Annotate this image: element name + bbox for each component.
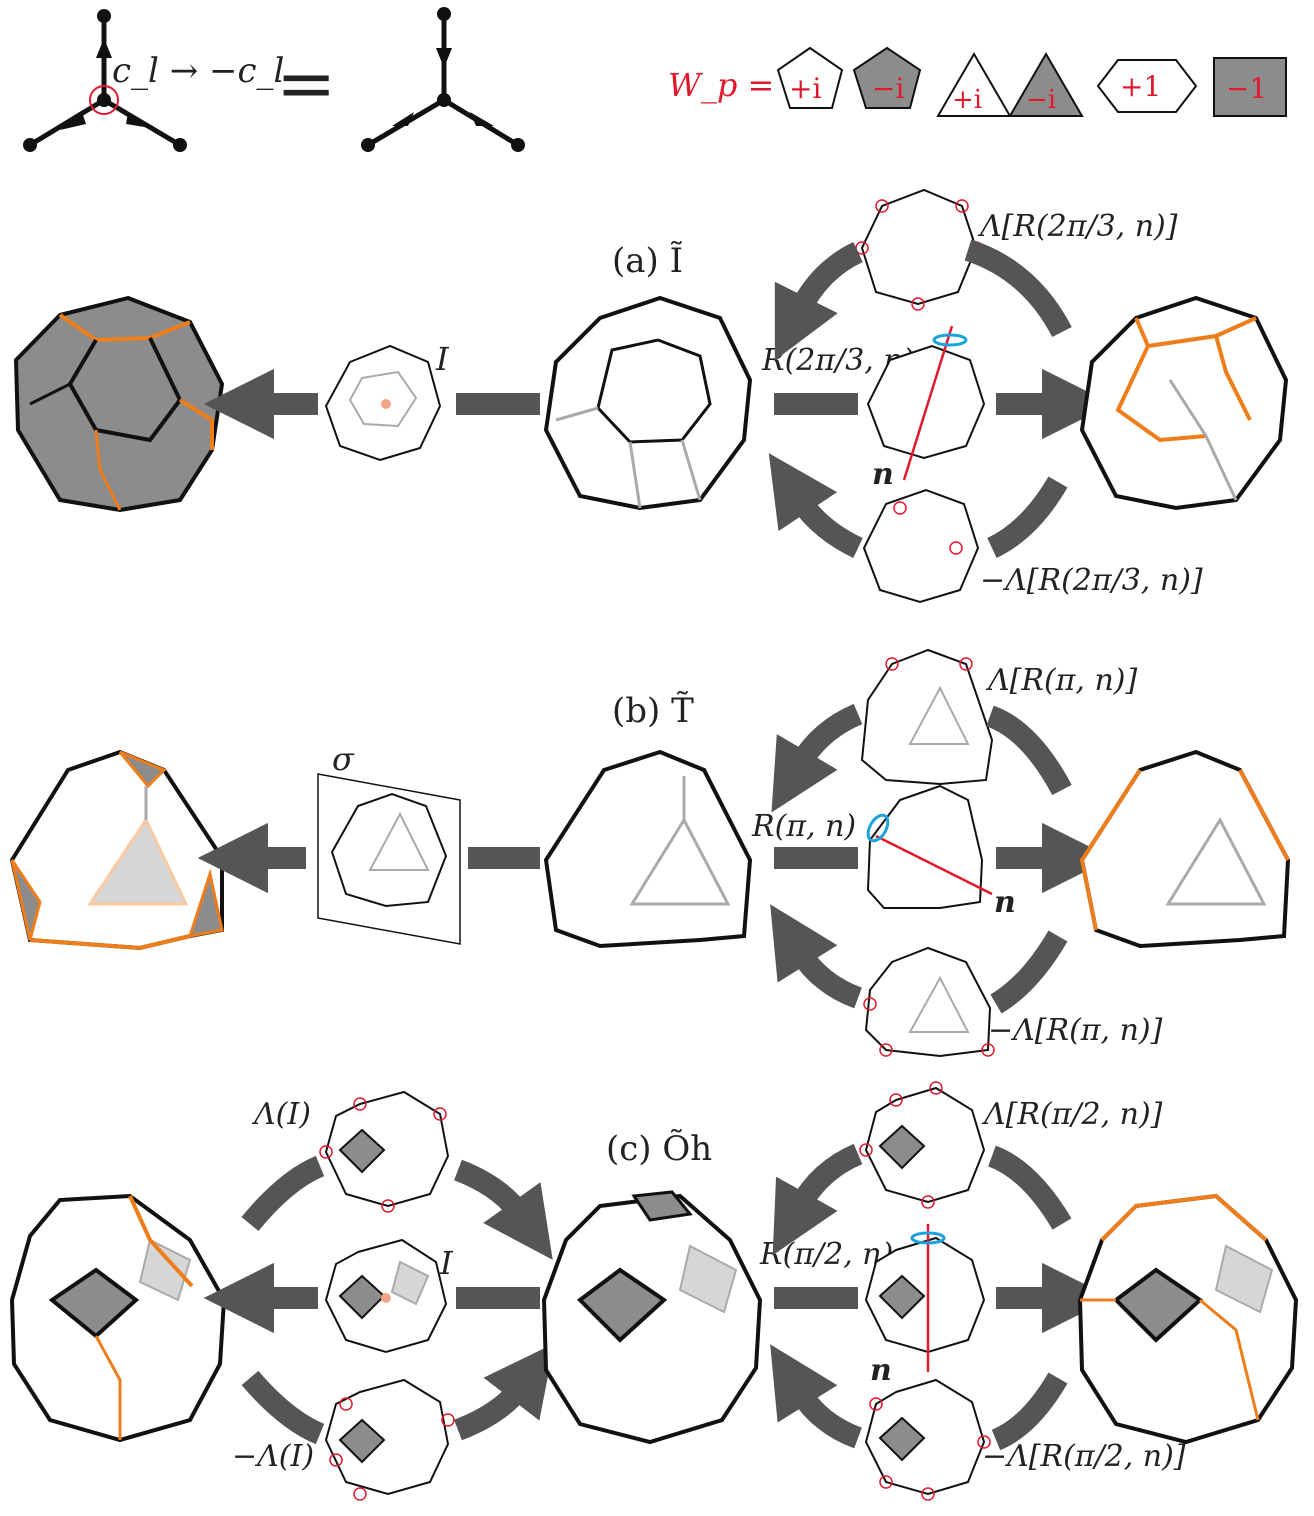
arc-b-top-left <box>771 703 863 813</box>
triangle-minus-i <box>1008 52 1084 117</box>
panel-b-center-tetrahedron <box>543 749 753 949</box>
arc-c-bottom-left <box>770 1344 863 1449</box>
panel-c-left-op: I <box>439 1244 454 1282</box>
arc-c-bottom-right <box>991 1372 1068 1451</box>
arc-c-left-top-in <box>241 1155 325 1232</box>
panel-c-bottom-right-octahedron <box>864 1378 991 1501</box>
panel-c-rotation-octahedron <box>864 1224 986 1372</box>
pentagon-minus-i-label: −i <box>872 72 904 105</box>
panel-b: (b) T̃ σ R(π, n) <box>9 648 1291 1058</box>
panel-a-top-op: Λ[R(2π/3, n)] <box>977 209 1178 244</box>
arc-b-bottom-left <box>770 904 863 1009</box>
panel-c-title: (c) Õh <box>606 1128 712 1169</box>
arc-b-top-right <box>985 705 1072 796</box>
panel-a-axis-label: n <box>872 457 894 492</box>
arc-c-top-left <box>772 1143 863 1256</box>
arc-c-top-right <box>987 1145 1072 1230</box>
triangle-plus-i-label: +i <box>952 85 982 115</box>
panel-b-top-op: Λ[R(π, n)] <box>985 663 1137 698</box>
arc-c-left-bottom-out <box>453 1343 555 1441</box>
panel-b-mirror-plane <box>317 773 461 945</box>
panel-c: (c) Õh I Λ(I) <box>9 1081 1299 1501</box>
arc-a-top-right <box>964 239 1072 338</box>
panel-b-title: (b) T̃ <box>612 691 694 731</box>
panel-b-rotation-tetrahedron <box>866 784 993 909</box>
equals-sign: = <box>276 41 336 125</box>
panel-c-result-right <box>1077 1193 1299 1445</box>
panel-c-top-op: Λ[R(π/2, n)] <box>981 1097 1163 1132</box>
panel-c-top-right-octahedron <box>859 1081 986 1209</box>
square-minus-1-label: −1 <box>1226 72 1267 105</box>
vertex-flip-label: c_l → −c_l <box>112 51 284 91</box>
panel-a-center-dodecahedron <box>543 295 753 511</box>
wp-label: W_p = <box>668 66 774 104</box>
panel-a-result-right <box>1079 295 1289 511</box>
pentagon-plus-i-label: +i <box>789 72 821 105</box>
panel-c-result-left <box>9 1193 227 1443</box>
panel-c-left-top-op: Λ(I) <box>251 1097 311 1132</box>
panel-c-left-bottom-op: −Λ(I) <box>232 1439 314 1474</box>
pentagon-plus-i <box>776 46 844 109</box>
square-minus-1 <box>1213 57 1287 117</box>
legend-vertex-diagram: c_l → −c_l = <box>23 7 525 152</box>
pentagon-minus-i <box>852 46 922 109</box>
panel-a-title: (a) Ĩ <box>612 241 683 281</box>
panel-a-inversion-dodecahedron <box>324 344 442 462</box>
panel-c-axis-label: n <box>870 1353 892 1388</box>
panel-b-bottom-op: −Λ[R(π, n)] <box>988 1013 1163 1048</box>
panel-c-bottom-left-octahedron <box>324 1378 455 1501</box>
panel-a-bottom-dodecahedron <box>862 488 980 604</box>
arc-a-top-left <box>774 242 863 361</box>
panel-c-top-left-octahedron <box>319 1090 450 1213</box>
panel-b-axis-label: n <box>994 885 1016 920</box>
hexagon-plus-1 <box>1096 59 1198 113</box>
panel-a-top-dodecahedron <box>855 188 983 311</box>
triangle-plus-i <box>936 52 1012 117</box>
hexagon-plus-1-label: +1 <box>1120 70 1161 103</box>
panel-b-bottom-tetrahedron <box>863 946 995 1058</box>
panel-a-left-op: I <box>435 340 450 378</box>
plaquette-legend: W_p = +i −i +i −i +1 −1 <box>668 46 1287 117</box>
panel-c-inversion-octahedron <box>324 1238 448 1354</box>
panel-c-bottom-op: −Λ[R(π/2, n)] <box>982 1439 1186 1474</box>
arc-b-bottom-right <box>990 930 1068 1014</box>
panel-b-top-tetrahedron <box>860 648 994 786</box>
arc-c-left-top-out <box>453 1159 553 1260</box>
panel-a: (a) Ĩ I R(2π/3, n) <box>13 188 1289 604</box>
panel-b-result-right <box>1079 749 1291 949</box>
panel-b-result-left <box>9 749 224 951</box>
panel-a-bottom-op: −Λ[R(2π/3, n)] <box>980 563 1203 598</box>
arc-c-left-bottom-in <box>241 1370 325 1445</box>
panel-b-left-op: σ <box>332 740 355 778</box>
arc-a-bottom-left <box>768 453 863 558</box>
panel-a-result-left <box>13 295 225 513</box>
panel-c-center-octahedron <box>541 1190 763 1445</box>
panel-a-rotation-dodecahedron <box>866 325 986 481</box>
arc-a-bottom-right <box>986 476 1068 558</box>
panel-c-mid-op: R(π/2, n) <box>759 1237 893 1272</box>
panel-b-mid-op: R(π, n) <box>751 809 856 844</box>
triangle-minus-i-label: −i <box>1026 85 1056 115</box>
